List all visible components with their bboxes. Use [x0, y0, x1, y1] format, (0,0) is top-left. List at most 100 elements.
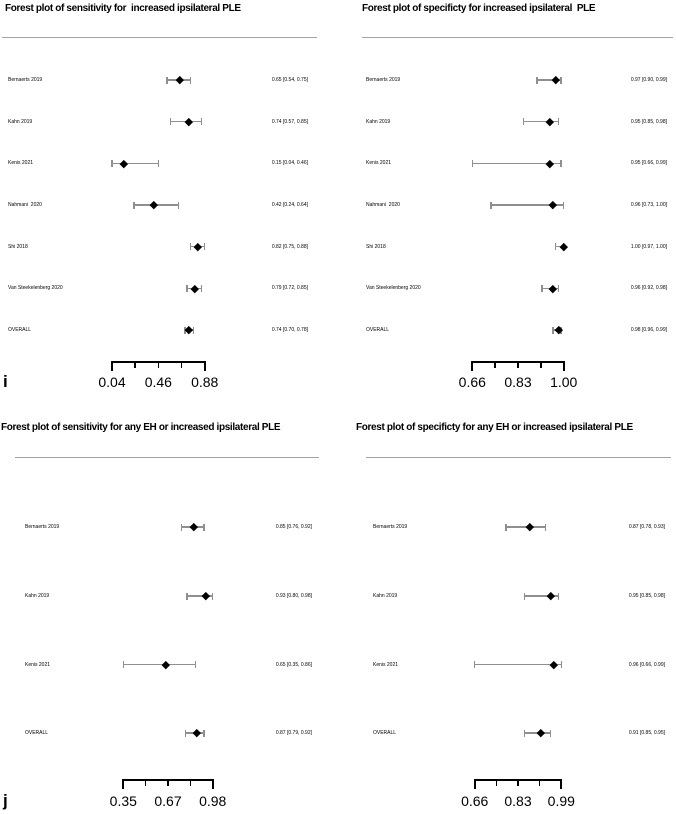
title-underline: [362, 37, 673, 38]
x-axis-tick: [211, 779, 214, 789]
x-axis-tick: [517, 779, 519, 786]
study-label: Van Steekelenberg 2020: [366, 285, 421, 292]
title-underline: [2, 37, 317, 38]
ci-cap-right: [177, 201, 179, 209]
x-axis-tick: [517, 361, 519, 368]
x-axis-tick: [167, 779, 169, 786]
x-axis-tick-label: 1.00: [550, 374, 578, 390]
ci-value-label: 0.96 [0.66, 0.99]: [628, 661, 665, 668]
ci-value-label: 0.96 [0.73, 1.00]: [630, 202, 667, 208]
ci-cap-right: [194, 661, 197, 668]
x-axis-tick: [495, 779, 498, 786]
ci-value-label: 0.93 [0.80, 0.98]: [275, 593, 312, 599]
x-axis-tick: [540, 361, 542, 368]
x-axis-tick-label: 0.83: [504, 793, 532, 809]
x-axis-tick: [494, 361, 496, 368]
x-axis-tick-label: 0.67: [154, 793, 182, 809]
x-axis-tick-label: 0.46: [144, 374, 172, 390]
ci-cap-right: [200, 284, 203, 292]
ci-cap-right: [560, 159, 562, 167]
ci-cap-left: [185, 729, 187, 737]
study-label: OVERALL: [25, 730, 49, 736]
x-axis-tick: [189, 779, 192, 786]
study-label: Kenis 2021: [373, 661, 399, 668]
study-label: Kenis 2021: [8, 160, 34, 167]
x-axis-tick: [471, 361, 474, 371]
study-label: Kahn 2019: [8, 118, 33, 125]
ci-value-label: 0.65 [0.35, 0.86]: [275, 661, 312, 668]
forest-panel-top-left: Forest plot of sensitivity for increased…: [0, 0, 338, 395]
x-axis-tick: [134, 361, 136, 368]
ci-cap-right: [204, 243, 206, 251]
ci-value-label: 0.85 [0.76, 0.92]: [275, 524, 312, 530]
study-label: Kahn 2019: [366, 118, 391, 125]
panel-letter: j: [3, 791, 8, 810]
study-label: Bernaerts 2019: [8, 77, 43, 83]
forest-panel-bottom-right: Forest plot of specificty for any EH or …: [338, 395, 676, 814]
ci-line: [491, 204, 564, 206]
x-axis-tick-label: 0.88: [191, 374, 219, 390]
ci-cap-left: [111, 159, 113, 167]
ci-value-label: 0.97 [0.90, 0.99]: [630, 77, 667, 83]
ci-cap-left: [169, 118, 172, 126]
x-axis-tick-label: 0.66: [461, 793, 489, 809]
x-axis-tick: [538, 779, 541, 786]
ci-cap-right: [200, 118, 203, 126]
x-axis-tick: [473, 779, 476, 789]
study-label: OVERALL: [366, 327, 390, 333]
ci-cap-left: [505, 523, 507, 531]
ci-cap-left: [522, 118, 525, 126]
panel-letter: i: [3, 372, 8, 391]
ci-cap-right: [557, 284, 559, 292]
ci-value-label: 0.65 [0.54, 0.75]: [271, 77, 308, 83]
ci-line: [472, 162, 561, 164]
ci-value-label: 0.15 [0.04, 0.46]: [271, 160, 308, 167]
ci-value-label: 0.95 [0.85, 0.98]: [630, 118, 667, 125]
ci-cap-left: [523, 592, 526, 600]
ci-value-label: 0.87 [0.78, 0.93]: [628, 524, 665, 530]
ci-cap-left: [490, 201, 492, 209]
study-label: OVERALL: [373, 730, 397, 736]
x-axis-tick: [122, 779, 125, 789]
ci-line: [536, 79, 561, 81]
ci-value-label: 0.98 [0.96, 0.99]: [630, 327, 667, 333]
x-axis-tick-label: 0.83: [504, 374, 532, 390]
ci-value-label: 1.00 [0.97, 1.00]: [630, 243, 667, 250]
ci-cap-right: [557, 592, 560, 600]
ci-cap-right: [560, 661, 562, 668]
ci-cap-right: [212, 592, 214, 600]
x-axis-tick: [157, 361, 160, 368]
ci-value-label: 0.96 [0.92, 0.98]: [630, 285, 667, 292]
ci-cap-left: [552, 326, 554, 334]
ci-cap-right: [157, 159, 160, 167]
ci-line: [524, 595, 559, 597]
ci-cap-left: [184, 326, 186, 334]
x-axis-tick-label: 0.98: [199, 793, 227, 809]
x-axis-tick-label: 0.99: [547, 793, 575, 809]
ci-line: [555, 246, 564, 248]
ci-cap-left: [189, 243, 192, 251]
study-label: OVERALL: [8, 327, 32, 333]
ci-cap-left: [471, 159, 473, 167]
x-axis-tick: [144, 779, 147, 786]
plot-title: Forest plot of specificty for increased …: [362, 3, 596, 14]
ci-cap-right: [203, 523, 205, 531]
plot-title: Forest plot of sensitivity for increased…: [5, 3, 241, 14]
study-label: Nahmani 2020: [366, 202, 400, 208]
study-label: Kahn 2019: [25, 593, 50, 599]
ci-cap-left: [180, 523, 183, 531]
ci-value-label: 0.95 [0.66, 0.99]: [630, 160, 667, 167]
study-label: Bernaerts 2019: [25, 524, 60, 530]
study-label: Kenis 2021: [366, 160, 392, 167]
ci-value-label: 0.95 [0.85, 0.98]: [628, 593, 665, 599]
x-axis-tick: [203, 361, 206, 371]
ci-cap-right: [550, 729, 552, 737]
ci-cap-right: [192, 326, 195, 334]
title-underline: [15, 457, 319, 458]
ci-line: [123, 663, 196, 666]
ci-line: [187, 595, 213, 597]
x-axis-tick: [111, 361, 113, 371]
ci-line: [523, 121, 559, 123]
ci-value-label: 0.79 [0.72, 0.85]: [271, 285, 308, 292]
